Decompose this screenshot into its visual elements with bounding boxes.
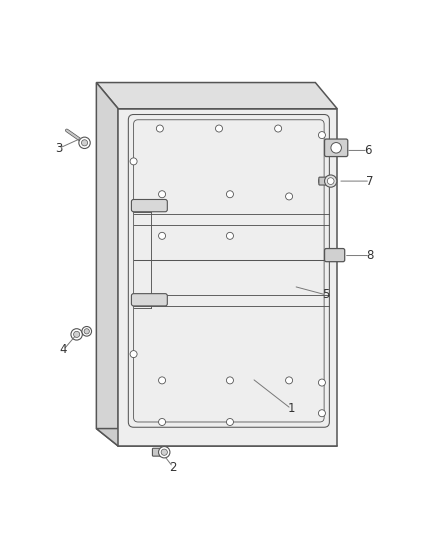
Circle shape <box>215 125 223 132</box>
Circle shape <box>71 329 82 340</box>
Circle shape <box>331 142 341 153</box>
Circle shape <box>318 132 325 139</box>
FancyBboxPatch shape <box>325 139 348 157</box>
Circle shape <box>318 410 325 417</box>
Circle shape <box>159 377 166 384</box>
Polygon shape <box>96 83 118 446</box>
Circle shape <box>226 418 233 425</box>
Circle shape <box>81 140 88 146</box>
FancyBboxPatch shape <box>319 177 332 185</box>
Circle shape <box>327 177 334 184</box>
Polygon shape <box>96 83 337 109</box>
Circle shape <box>275 125 282 132</box>
Circle shape <box>226 191 233 198</box>
Text: 5: 5 <box>323 288 330 302</box>
Text: 7: 7 <box>366 175 374 188</box>
Circle shape <box>226 232 233 239</box>
Text: 1: 1 <box>287 402 295 415</box>
Text: 8: 8 <box>367 249 374 262</box>
FancyBboxPatch shape <box>131 199 167 212</box>
Circle shape <box>159 447 170 458</box>
Text: 3: 3 <box>56 142 63 155</box>
Circle shape <box>82 327 92 336</box>
Circle shape <box>130 351 137 358</box>
Circle shape <box>156 125 163 132</box>
Text: 4: 4 <box>60 343 67 356</box>
Circle shape <box>318 177 325 184</box>
FancyBboxPatch shape <box>325 248 345 262</box>
Circle shape <box>130 158 137 165</box>
Circle shape <box>286 193 293 200</box>
Circle shape <box>159 191 166 198</box>
Circle shape <box>161 449 167 455</box>
Circle shape <box>84 329 89 334</box>
Text: 2: 2 <box>169 461 177 474</box>
FancyBboxPatch shape <box>152 448 166 456</box>
FancyBboxPatch shape <box>131 294 167 306</box>
Polygon shape <box>118 109 337 446</box>
Circle shape <box>79 137 90 149</box>
Circle shape <box>159 418 166 425</box>
Circle shape <box>159 232 166 239</box>
Text: 6: 6 <box>364 144 372 157</box>
Circle shape <box>286 377 293 384</box>
Circle shape <box>325 175 337 187</box>
Circle shape <box>74 332 80 337</box>
Circle shape <box>226 377 233 384</box>
Circle shape <box>318 379 325 386</box>
Polygon shape <box>96 429 337 446</box>
